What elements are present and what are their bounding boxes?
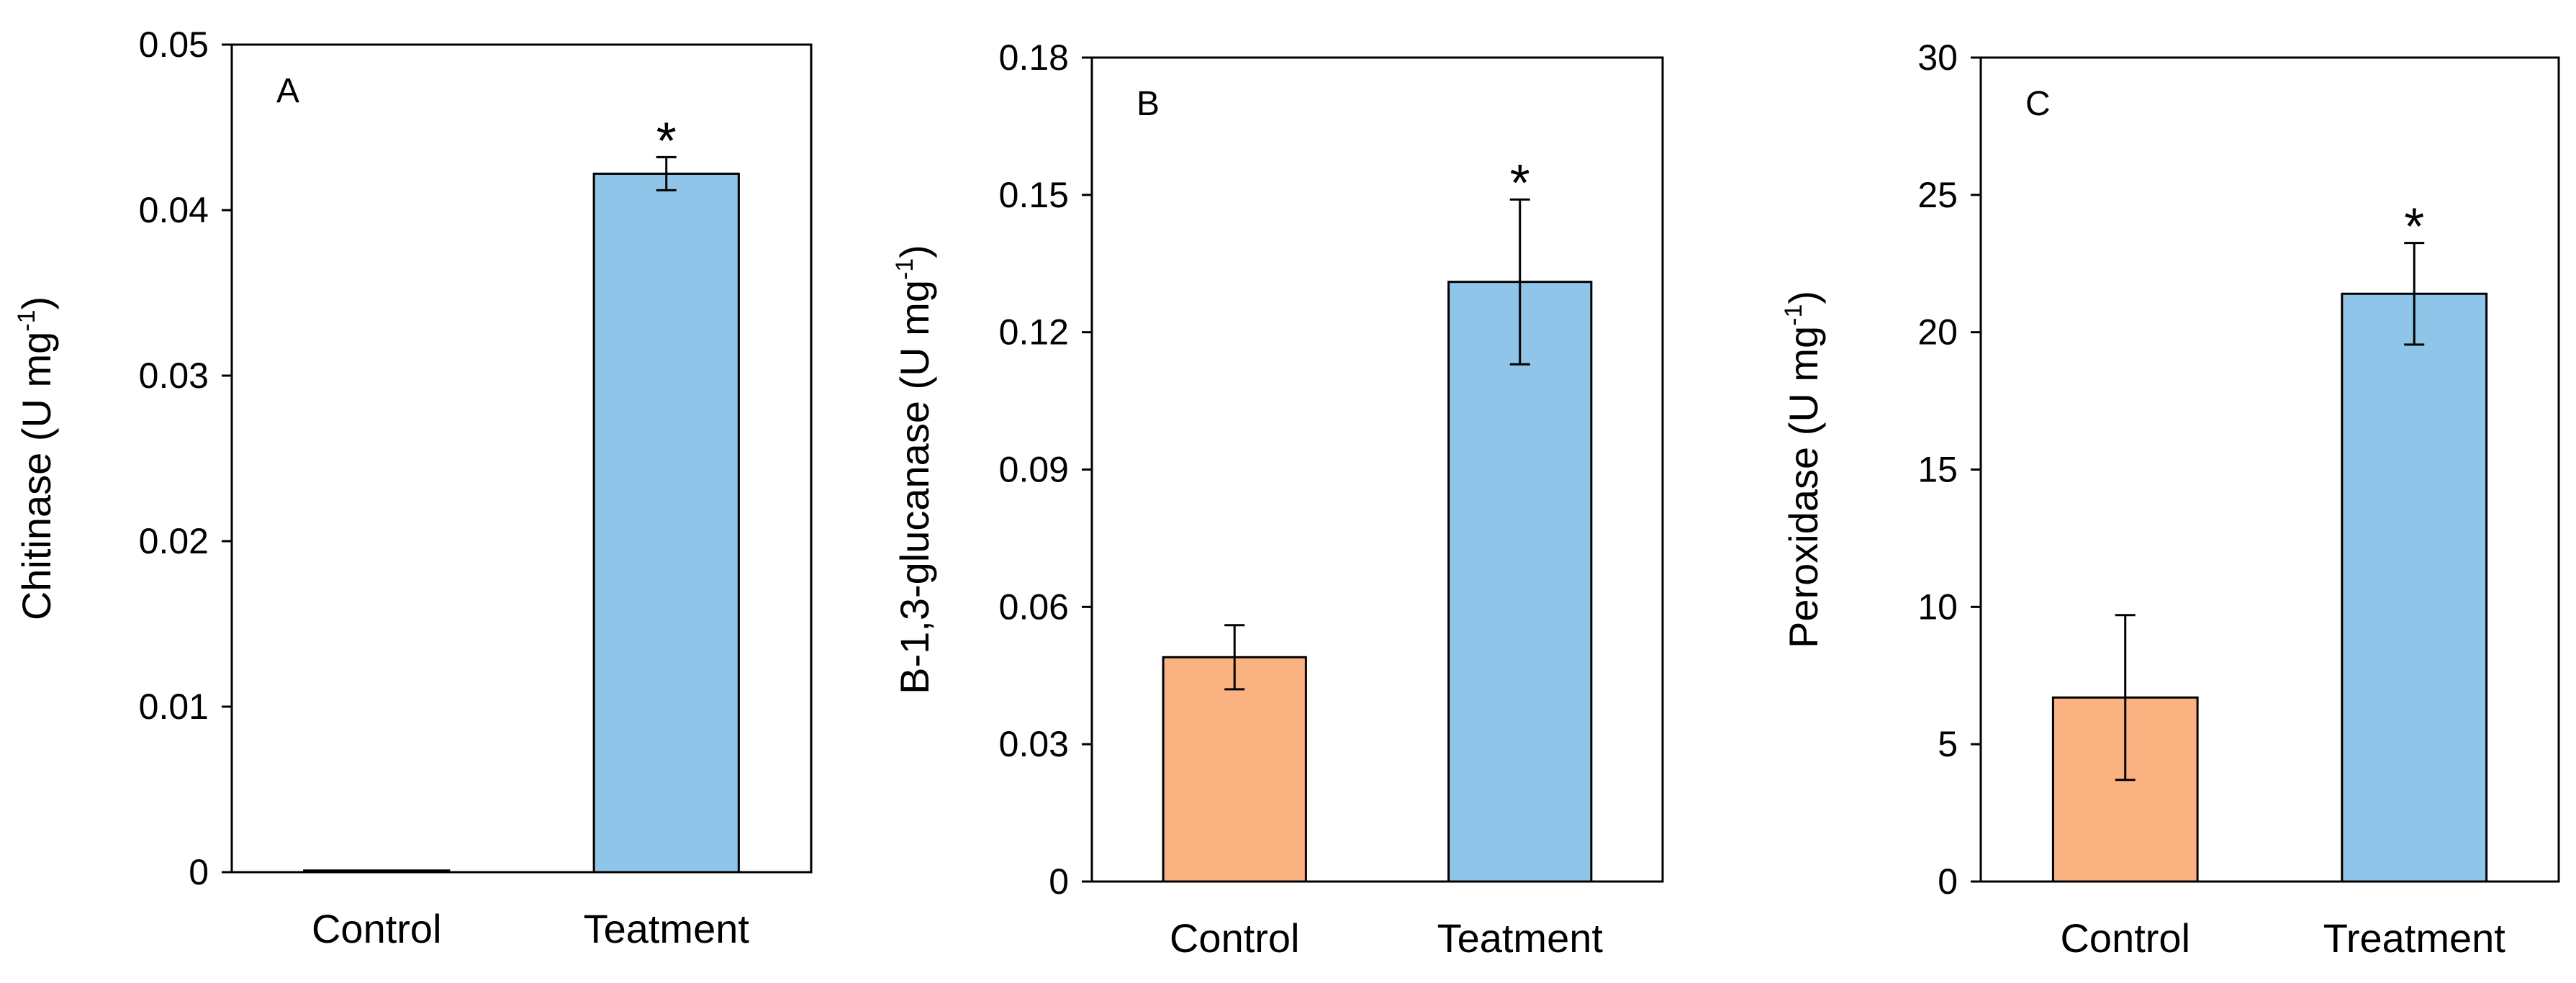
chart-panel-a: Control * Teatment 0 0.01 0.02 0.03 0.04 0.05 A Ch… bbox=[13, 24, 811, 951]
bar-teatment bbox=[594, 173, 738, 872]
y-tick-label: 0.03 bbox=[139, 355, 209, 396]
y-tick-label: 25 bbox=[1917, 175, 1958, 215]
y-tick-label: 0.12 bbox=[999, 312, 1069, 353]
y-tick-label: 30 bbox=[1917, 37, 1958, 78]
figure: Control * Teatment 0 0.01 0.02 0.03 0.04 0.05 A Ch… bbox=[0, 0, 2576, 983]
y-tick-label: 0.09 bbox=[999, 450, 1069, 490]
bar-treatment bbox=[2342, 294, 2487, 882]
panel-label: A bbox=[276, 72, 299, 110]
category-label-control: Control bbox=[312, 906, 442, 951]
chart-panel-c: Control * Treatment 0 5 10 15 20 25 30 C Peroxidase… bbox=[1780, 37, 2559, 961]
y-axis-title: B-1,3-glucanase (U mg-1) bbox=[891, 245, 937, 694]
bar-control bbox=[1163, 657, 1306, 882]
y-tick-label: 0 bbox=[1049, 861, 1069, 902]
y-axis-title: Peroxidase (U mg-1) bbox=[1780, 291, 1826, 648]
panel-label: B bbox=[1136, 85, 1160, 123]
y-tick-label: 0.02 bbox=[139, 521, 209, 561]
y-tick-label: 0.04 bbox=[139, 190, 209, 230]
y-tick-label: 0.05 bbox=[139, 24, 209, 65]
category-label-treatment: Treatment bbox=[2323, 915, 2506, 961]
significance-marker: * bbox=[656, 112, 677, 170]
category-label-teatment: Teatment bbox=[584, 906, 750, 951]
y-tick-label: 20 bbox=[1917, 312, 1958, 353]
category-label-teatment: Teatment bbox=[1437, 915, 1604, 961]
category-label-control: Control bbox=[2060, 915, 2190, 961]
significance-marker: * bbox=[2404, 199, 2424, 256]
y-tick-label: 0 bbox=[189, 852, 209, 892]
panel-label: C bbox=[2025, 85, 2051, 123]
y-tick-label: 15 bbox=[1917, 450, 1958, 490]
y-tick-label: 0 bbox=[1938, 861, 1958, 902]
y-tick-label: 5 bbox=[1938, 724, 1958, 764]
chart-panel-b: Control * Teatment 0 0.03 0.06 0.09 0.12 0.15 0.1… bbox=[891, 37, 1663, 961]
y-tick-label: 0.03 bbox=[999, 724, 1069, 764]
y-tick-label: 0.01 bbox=[139, 687, 209, 727]
y-axis-title: Chitinase (U mg-1) bbox=[13, 296, 59, 620]
y-tick-label: 0.15 bbox=[999, 175, 1069, 215]
y-tick-label: 10 bbox=[1917, 586, 1958, 627]
significance-marker: * bbox=[1510, 155, 1530, 212]
y-tick-label: 0.18 bbox=[999, 37, 1069, 78]
y-tick-label: 0.06 bbox=[999, 586, 1069, 627]
category-label-control: Control bbox=[1170, 915, 1300, 961]
bar-teatment bbox=[1449, 282, 1591, 882]
